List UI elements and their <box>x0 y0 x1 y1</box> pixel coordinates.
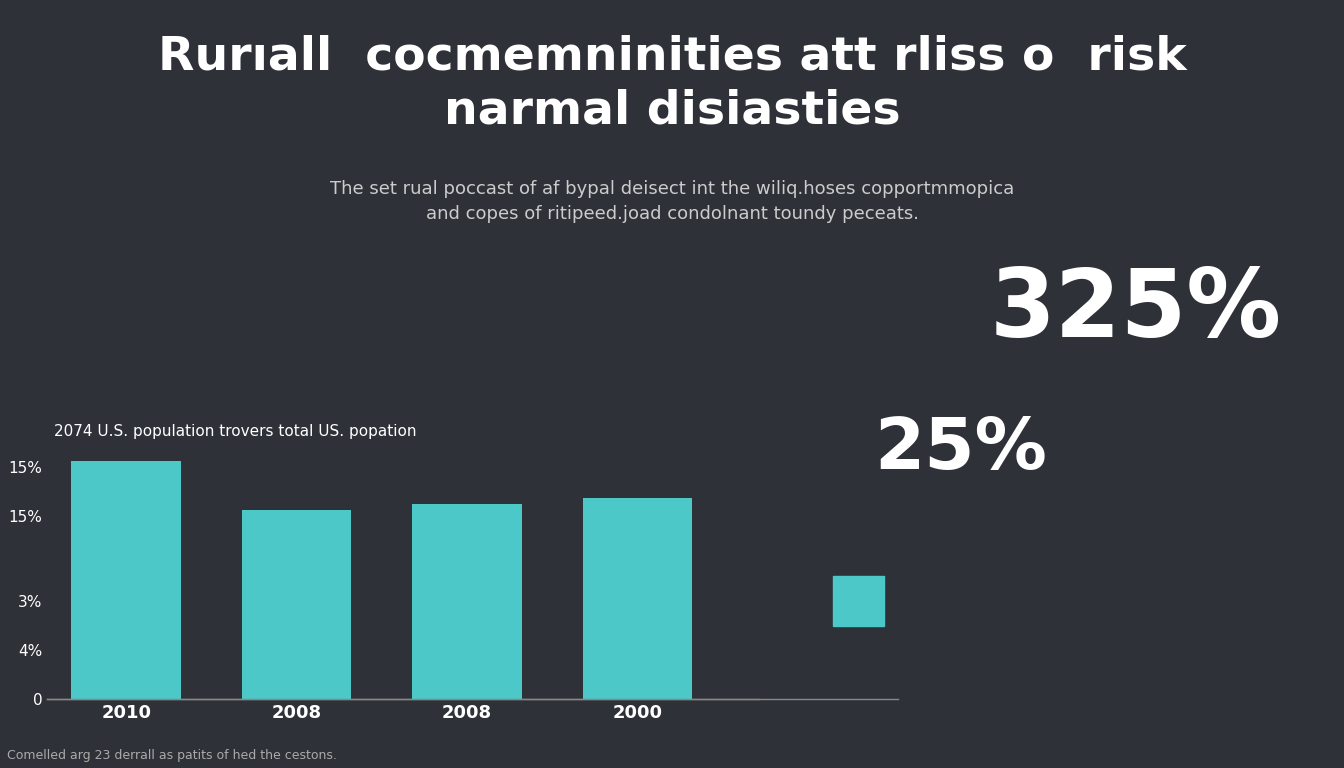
Text: Comelled arg 23 derrall as patits of hed the cestons.: Comelled arg 23 derrall as patits of hed… <box>7 749 336 762</box>
Text: The set rual poccast of af bypal deisect int the wiliq.hoses copportmmopica
and : The set rual poccast of af bypal deisect… <box>329 180 1015 223</box>
Bar <box>71 462 181 699</box>
Bar <box>242 510 351 699</box>
Bar <box>583 498 692 699</box>
Bar <box>413 504 521 699</box>
Text: 2074 U.S. population trovers total US. popation: 2074 U.S. population trovers total US. p… <box>54 424 417 439</box>
Text: Rurıall  cocmemninities att rliss o  risk
narmal disiasties: Rurıall cocmemninities att rliss o risk … <box>157 35 1187 134</box>
Text: 25%: 25% <box>875 415 1047 484</box>
Text: 325%: 325% <box>989 265 1282 357</box>
